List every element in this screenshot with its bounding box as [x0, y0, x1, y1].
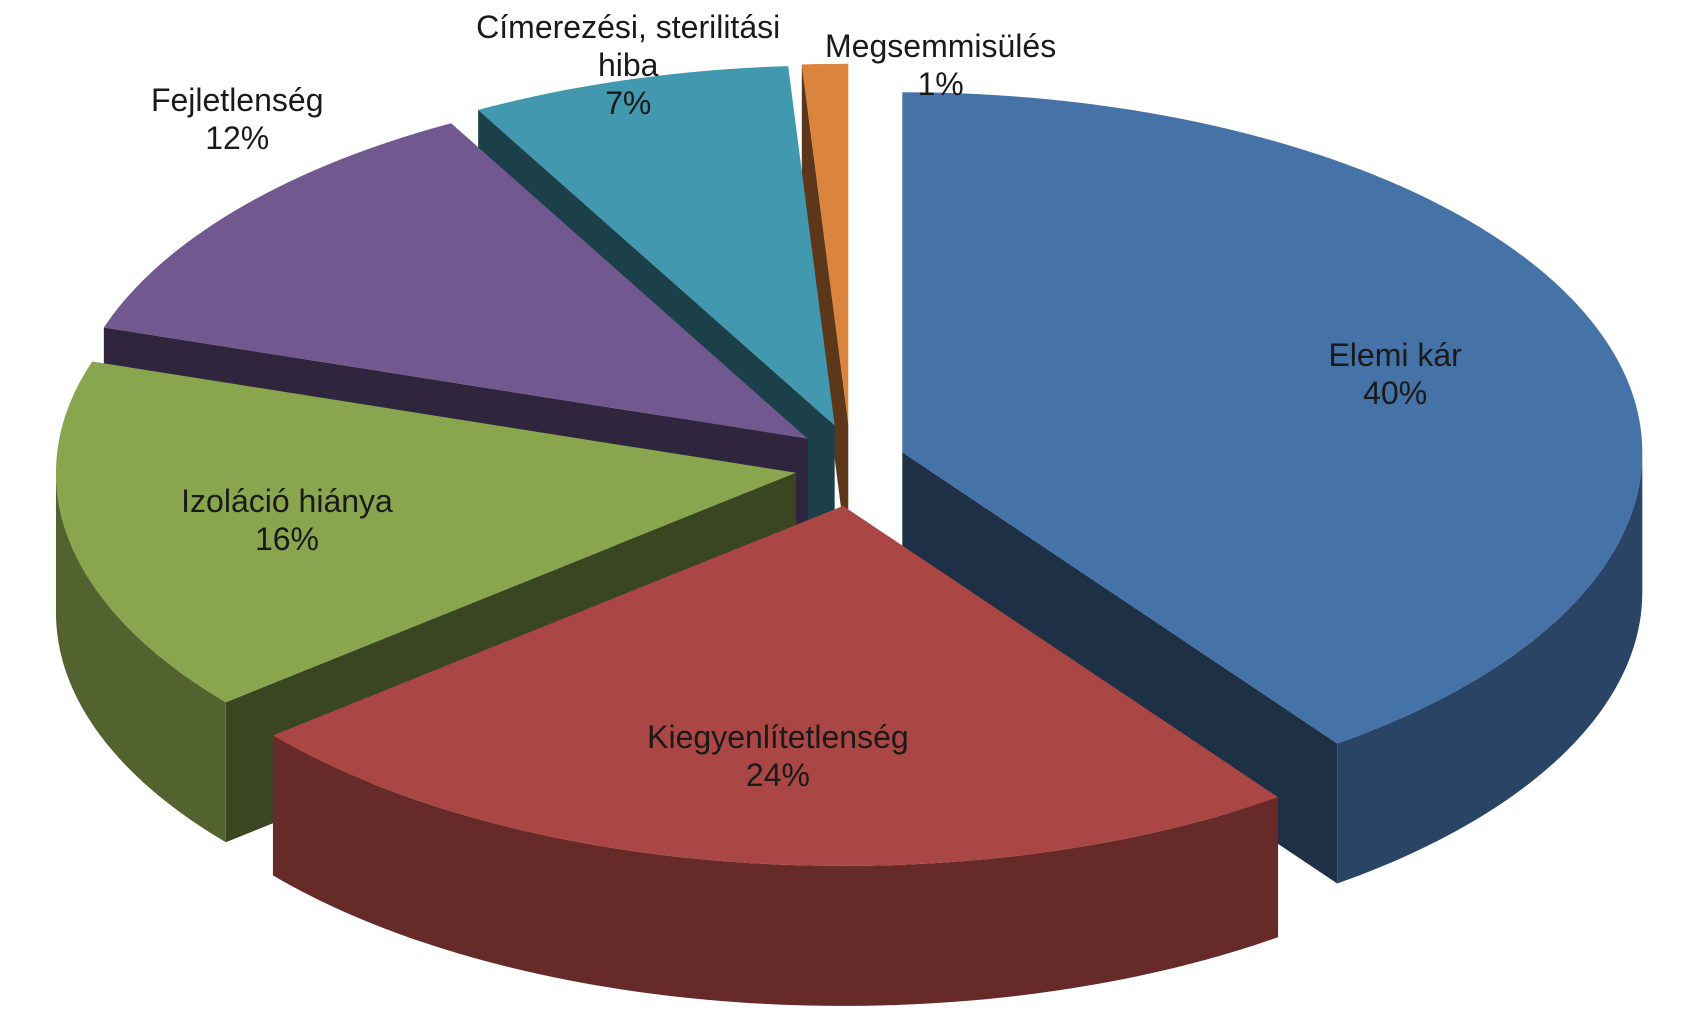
value-label: 40% [1363, 375, 1428, 412]
slice-top [801, 63, 849, 424]
value-label: 7% [605, 85, 652, 121]
value-label: 24% [745, 756, 810, 793]
slice-wall [1337, 452, 1643, 884]
data-label: Izoláció hiánya 16% [181, 482, 393, 558]
category-label: Fejletlenség [150, 82, 324, 119]
value-label: 1% [917, 66, 964, 102]
data-label: Elemi kár 40% [1328, 336, 1461, 412]
slice-top [55, 361, 796, 703]
value-label: 12% [205, 120, 270, 157]
slice-wall [55, 472, 226, 843]
data-label: Megsemmisülés 1% [825, 27, 1056, 103]
slice-wall [272, 735, 1279, 1006]
slice-top [103, 123, 808, 439]
category-label: Címerezési, sterilitási hiba [476, 9, 781, 83]
data-label: Kiegyenlítetlenség 24% [647, 718, 909, 794]
slice [272, 505, 1279, 1006]
category-label: Kiegyenlítetlenség [647, 718, 909, 755]
slice-side [801, 64, 849, 564]
slice-top [478, 66, 835, 426]
slice [801, 63, 849, 564]
category-label: Izoláció hiánya [181, 482, 393, 519]
slice-top [902, 92, 1643, 744]
slice-top [272, 505, 1279, 866]
category-label: Megsemmisülés [825, 28, 1057, 64]
data-label: Címerezési, sterilitási hiba 7% [468, 8, 788, 122]
category-label: Elemi kár [1328, 337, 1462, 374]
value-label: 16% [254, 520, 319, 557]
data-label: Fejletlenség 12% [151, 81, 324, 157]
